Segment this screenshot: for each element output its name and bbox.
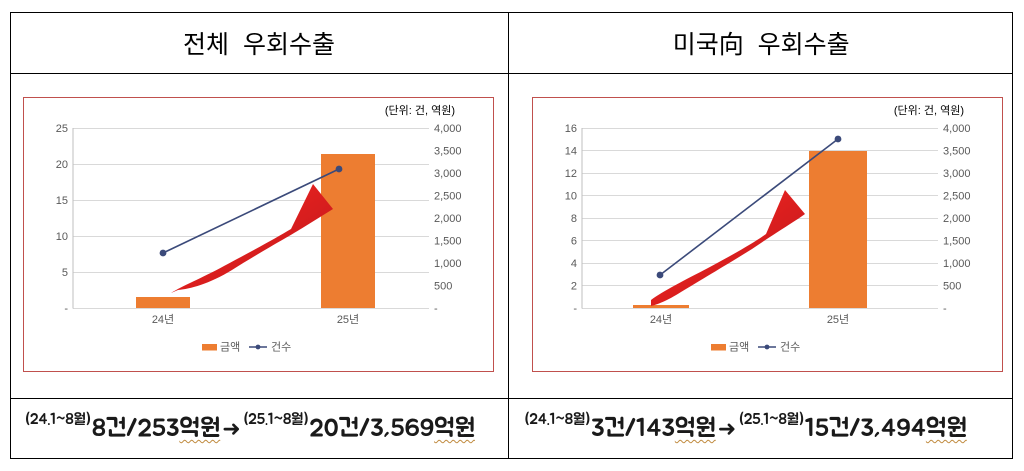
svg-text:20: 20 xyxy=(56,159,68,171)
svg-text:2: 2 xyxy=(571,281,577,293)
svg-text:6: 6 xyxy=(571,236,577,248)
svg-text:10: 10 xyxy=(565,191,577,203)
svg-text:1,000: 1,000 xyxy=(943,258,971,270)
svg-text:24년: 24년 xyxy=(650,313,672,326)
svg-text:-: - xyxy=(64,303,68,315)
svg-text:3,500: 3,500 xyxy=(434,146,462,158)
svg-text:-: - xyxy=(943,303,947,315)
svg-text:건수: 건수 xyxy=(271,341,291,354)
svg-text:3,500: 3,500 xyxy=(943,146,971,158)
svg-text:14: 14 xyxy=(565,146,577,158)
svg-text:4,000: 4,000 xyxy=(434,123,462,135)
svg-text:2,000: 2,000 xyxy=(943,213,971,225)
svg-text:500: 500 xyxy=(943,281,961,293)
svg-text:15: 15 xyxy=(56,195,68,207)
svg-text:8: 8 xyxy=(571,213,577,225)
svg-text:25년: 25년 xyxy=(827,313,849,326)
svg-text:12: 12 xyxy=(565,168,577,180)
svg-text:2,500: 2,500 xyxy=(434,191,462,203)
svg-text:4,000: 4,000 xyxy=(943,123,971,135)
svg-text:1,500: 1,500 xyxy=(943,236,971,248)
svg-text:건수: 건수 xyxy=(780,341,800,354)
svg-text:2,500: 2,500 xyxy=(943,191,971,203)
svg-text:금액: 금액 xyxy=(729,341,749,354)
svg-text:10: 10 xyxy=(56,231,68,243)
svg-text:1,000: 1,000 xyxy=(434,258,462,270)
svg-text:-: - xyxy=(573,303,577,315)
svg-text:(단위: 건, 역원): (단위: 건, 역원) xyxy=(385,104,455,117)
svg-text:16: 16 xyxy=(565,123,577,135)
svg-text:500: 500 xyxy=(434,281,452,293)
svg-text:25: 25 xyxy=(56,123,68,135)
svg-text:금액: 금액 xyxy=(220,341,240,354)
svg-text:24년: 24년 xyxy=(152,313,174,326)
svg-text:1,500: 1,500 xyxy=(434,236,462,248)
svg-text:-: - xyxy=(434,303,438,315)
svg-text:25년: 25년 xyxy=(337,313,359,326)
svg-text:3,000: 3,000 xyxy=(434,168,462,180)
svg-text:5: 5 xyxy=(62,267,68,279)
svg-text:2,000: 2,000 xyxy=(434,213,462,225)
svg-text:4: 4 xyxy=(571,258,577,270)
svg-text:3,000: 3,000 xyxy=(943,168,971,180)
svg-text:(단위: 건, 역원): (단위: 건, 역원) xyxy=(894,104,964,117)
